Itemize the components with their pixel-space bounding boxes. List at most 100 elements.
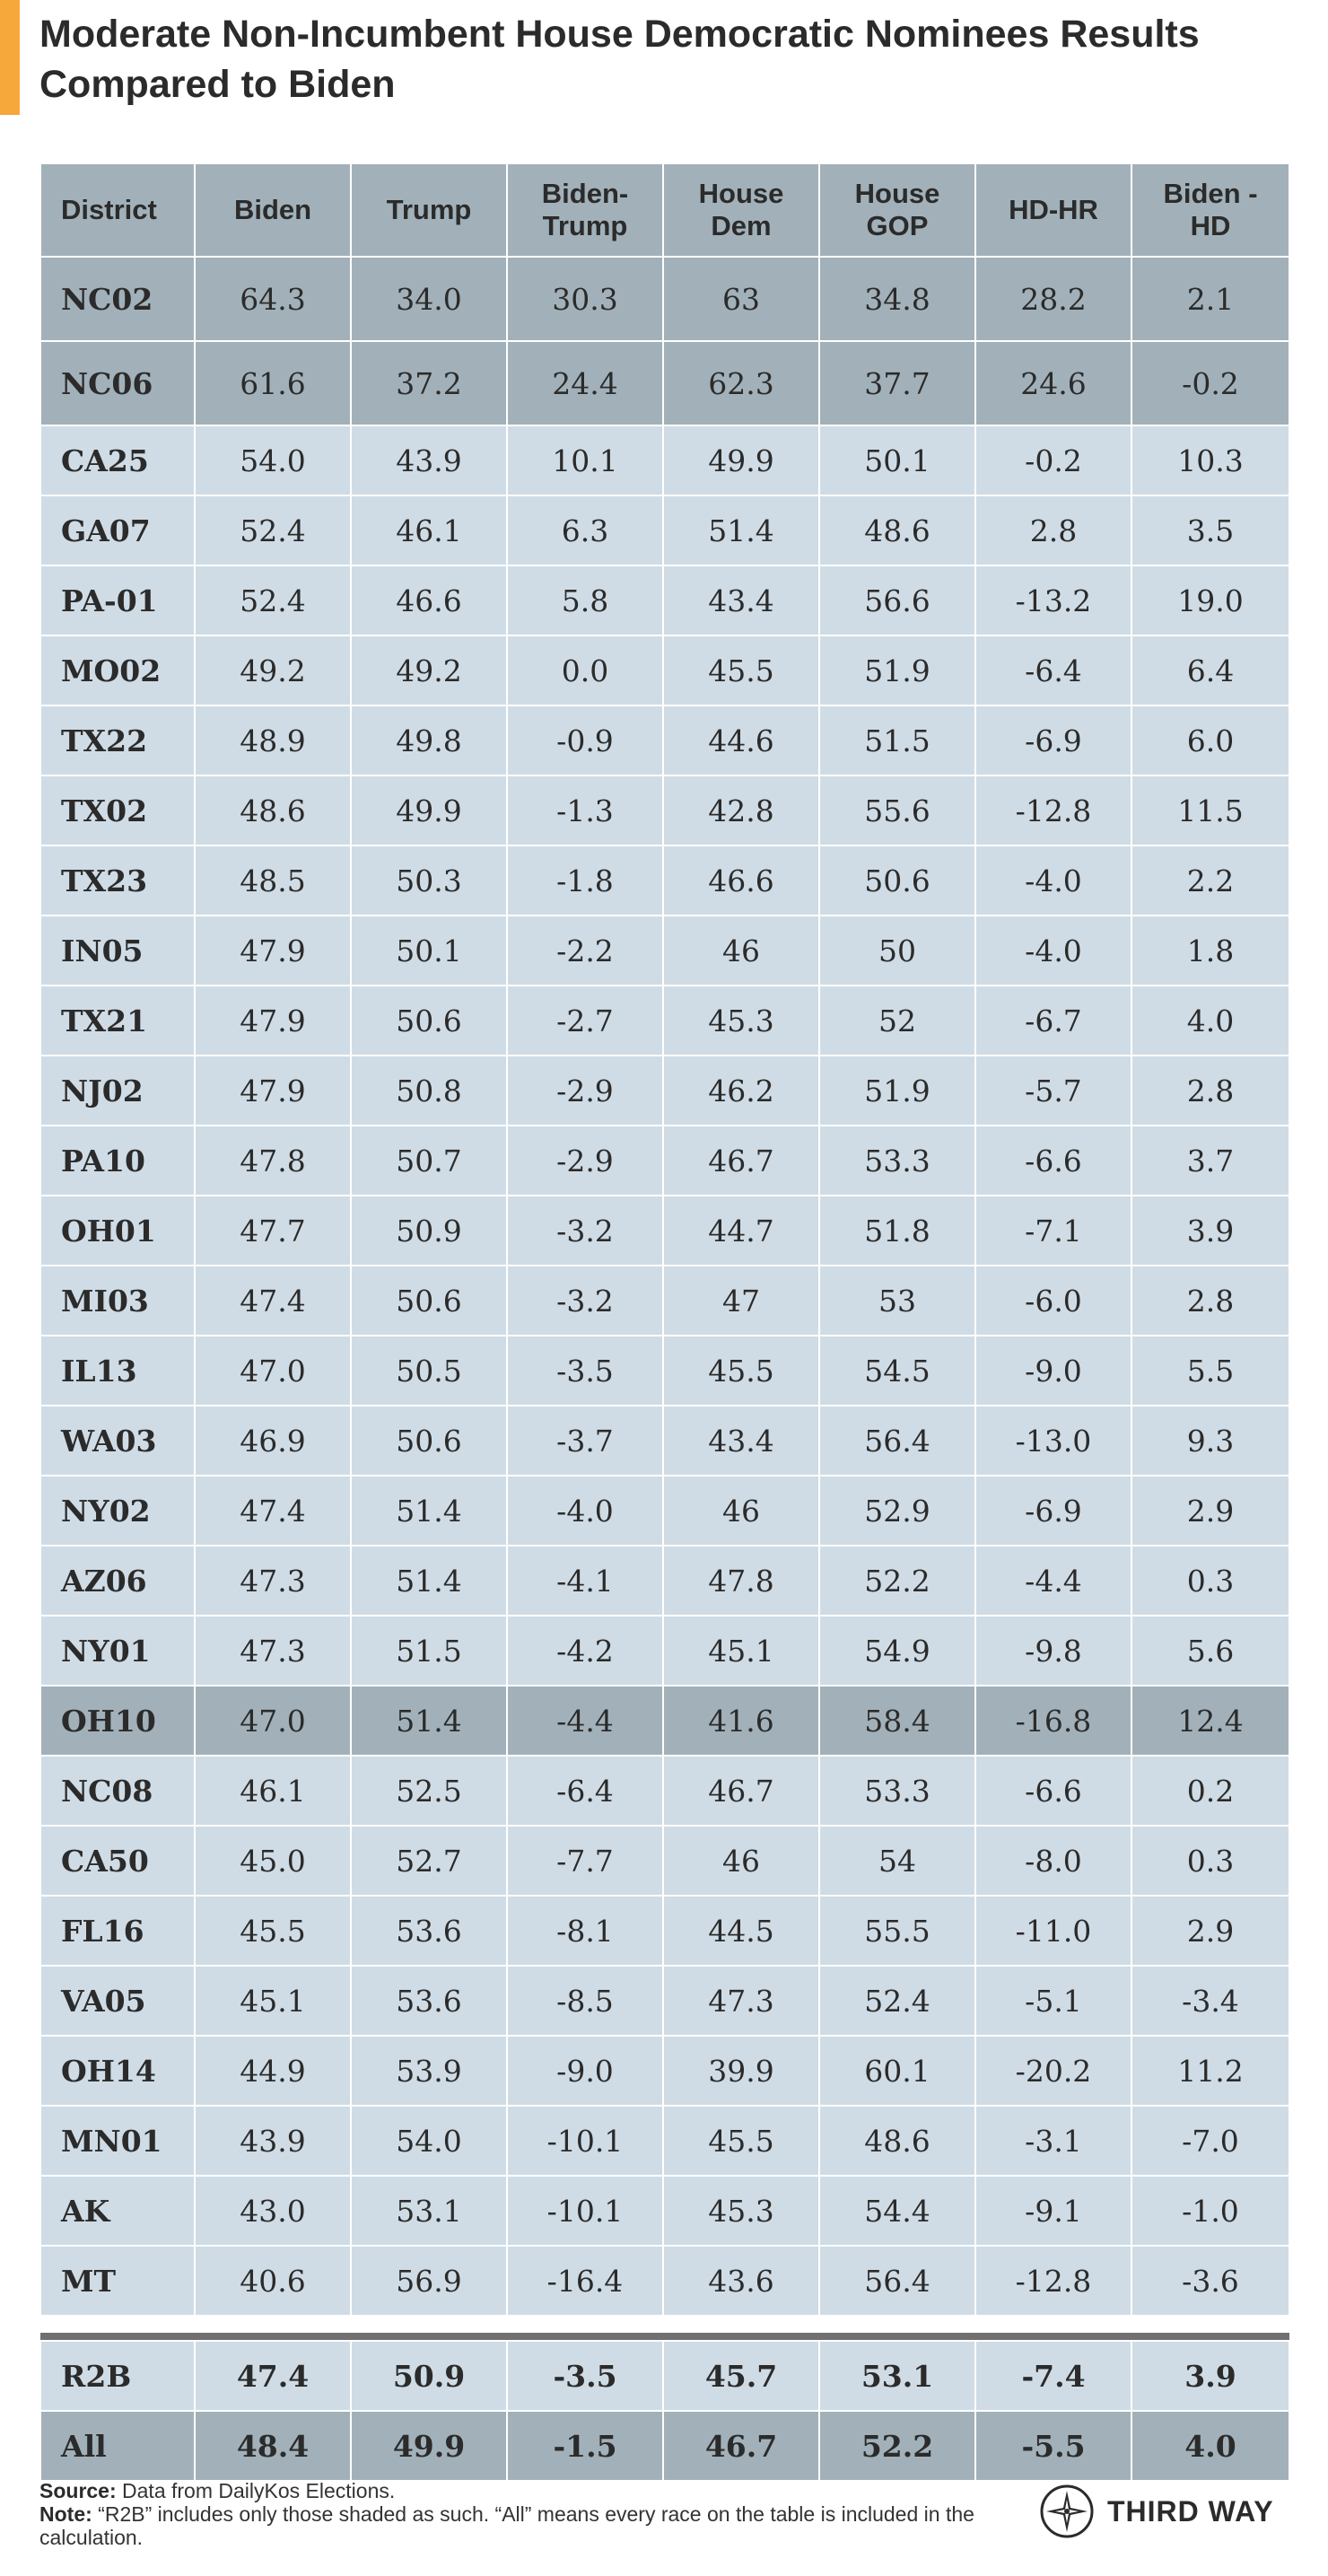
value-cell: 52.7 <box>350 1825 508 1897</box>
value-cell: 34.0 <box>350 256 508 342</box>
value-cell: 51.4 <box>662 495 820 566</box>
table-summary: R2B 47.4 50.9 -3.5 45.7 53.1 -7.4 3.9 All 48.4 49.… <box>39 2315 1290 2482</box>
summary-value-cell: 53.1 <box>818 2340 976 2412</box>
value-cell: 49.9 <box>662 425 820 496</box>
value-cell: -20.2 <box>974 2035 1132 2107</box>
value-cell: -6.9 <box>974 705 1132 776</box>
district-cell: AZ06 <box>39 1545 196 1617</box>
value-cell: 50.1 <box>350 915 508 986</box>
table-row: CA25 54.0 43.9 10.1 49.9 50.1 -0.2 10.3 <box>39 425 1290 496</box>
table-row: IL13 47.0 50.5 -3.5 45.5 54.5 -9.0 5.5 <box>39 1335 1290 1406</box>
value-cell: 43.4 <box>662 565 820 636</box>
value-cell: 12.4 <box>1131 1685 1290 1757</box>
value-cell: 46.6 <box>350 565 508 636</box>
value-cell: 39.9 <box>662 2035 820 2107</box>
column-header: District <box>39 162 196 258</box>
value-cell: -16.8 <box>974 1685 1132 1757</box>
value-cell: 45.5 <box>662 1335 820 1406</box>
column-header: HD-HR <box>974 162 1132 258</box>
value-cell: 50.6 <box>818 845 976 916</box>
value-cell: -4.0 <box>974 915 1132 986</box>
value-cell: -4.2 <box>506 1615 664 1687</box>
summary-value-cell: -5.5 <box>974 2410 1132 2482</box>
value-cell: 58.4 <box>818 1685 976 1757</box>
value-cell: 52.4 <box>194 565 352 636</box>
value-cell: -9.1 <box>974 2175 1132 2247</box>
summary-value-cell: -3.5 <box>506 2340 664 2412</box>
value-cell: 53.3 <box>818 1755 976 1827</box>
summary-row-r2b: R2B 47.4 50.9 -3.5 45.7 53.1 -7.4 3.9 <box>39 2340 1290 2412</box>
table-row: CA50 45.0 52.7 -7.7 46 54 -8.0 0.3 <box>39 1825 1290 1897</box>
value-cell: 2.2 <box>1131 845 1290 916</box>
summary-value-cell: 49.9 <box>350 2410 508 2482</box>
value-cell: 47.7 <box>194 1195 352 1266</box>
value-cell: 9.3 <box>1131 1405 1290 1476</box>
value-cell: 47.0 <box>194 1335 352 1406</box>
value-cell: 46 <box>662 1825 820 1897</box>
value-cell: 49.2 <box>194 635 352 706</box>
district-cell: NC06 <box>39 340 196 426</box>
value-cell: 46.9 <box>194 1405 352 1476</box>
summary-value-cell: 4.0 <box>1131 2410 1290 2482</box>
value-cell: -5.7 <box>974 1055 1132 1126</box>
value-cell: 47 <box>662 1265 820 1336</box>
table-row: TX21 47.9 50.6 -2.7 45.3 52 -6.7 4.0 <box>39 985 1290 1056</box>
table-row: MN01 43.9 54.0 -10.1 45.5 48.6 -3.1 -7.0 <box>39 2105 1290 2177</box>
value-cell: 51.4 <box>350 1475 508 1546</box>
value-cell: -1.8 <box>506 845 664 916</box>
table-row: WA03 46.9 50.6 -3.7 43.4 56.4 -13.0 9.3 <box>39 1405 1290 1476</box>
value-cell: 51.9 <box>818 635 976 706</box>
value-cell: 53 <box>818 1265 976 1336</box>
value-cell: 0.3 <box>1131 1825 1290 1897</box>
note-label: Note: <box>39 2502 92 2526</box>
value-cell: 53.3 <box>818 1125 976 1196</box>
value-cell: 5.6 <box>1131 1615 1290 1687</box>
value-cell: 48.6 <box>818 2105 976 2177</box>
value-cell: 54.9 <box>818 1615 976 1687</box>
value-cell: -16.4 <box>506 2245 664 2325</box>
table-row: NC06 61.6 37.2 24.4 62.3 37.7 24.6 -0.2 <box>39 340 1290 426</box>
value-cell: 28.2 <box>974 256 1132 342</box>
value-cell: 1.8 <box>1131 915 1290 986</box>
value-cell: 50.9 <box>350 1195 508 1266</box>
value-cell: 54.0 <box>194 425 352 496</box>
value-cell: -8.1 <box>506 1895 664 1967</box>
value-cell: 56.9 <box>350 2245 508 2325</box>
summary-value-cell: -1.5 <box>506 2410 664 2482</box>
value-cell: 48.9 <box>194 705 352 776</box>
value-cell: 0.0 <box>506 635 664 706</box>
value-cell: 6.3 <box>506 495 664 566</box>
value-cell: 5.8 <box>506 565 664 636</box>
value-cell: 54.4 <box>818 2175 976 2247</box>
value-cell: 47.4 <box>194 1475 352 1546</box>
source-line: Source: Data from DailyKos Elections. <box>39 2479 982 2502</box>
table-row: PA-01 52.4 46.6 5.8 43.4 56.6 -13.2 19.0 <box>39 565 1290 636</box>
district-cell: CA50 <box>39 1825 196 1897</box>
column-header: Biden- Trump <box>506 162 664 258</box>
value-cell: -6.6 <box>974 1755 1132 1827</box>
district-cell: TX22 <box>39 705 196 776</box>
value-cell: 46.1 <box>194 1755 352 1827</box>
summary-value-cell: 3.9 <box>1131 2340 1290 2412</box>
value-cell: 63 <box>662 256 820 342</box>
table-row: OH01 47.7 50.9 -3.2 44.7 51.8 -7.1 3.9 <box>39 1195 1290 1266</box>
table-row: OH10 47.0 51.4 -4.4 41.6 58.4 -16.8 12.4 <box>39 1685 1290 1757</box>
district-cell: WA03 <box>39 1405 196 1476</box>
value-cell: 54.0 <box>350 2105 508 2177</box>
district-cell: OH10 <box>39 1685 196 1757</box>
value-cell: -6.0 <box>974 1265 1132 1336</box>
value-cell: 54 <box>818 1825 976 1897</box>
column-header: Trump <box>350 162 508 258</box>
value-cell: 50.7 <box>350 1125 508 1196</box>
value-cell: 55.6 <box>818 775 976 846</box>
table-row: AZ06 47.3 51.4 -4.1 47.8 52.2 -4.4 0.3 <box>39 1545 1290 1617</box>
value-cell: 11.2 <box>1131 2035 1290 2107</box>
summary-label-cell: R2B <box>39 2340 196 2412</box>
district-cell: AK <box>39 2175 196 2247</box>
value-cell: 51.4 <box>350 1685 508 1757</box>
value-cell: 44.9 <box>194 2035 352 2107</box>
value-cell: 43.0 <box>194 2175 352 2247</box>
summary-value-cell: 48.4 <box>194 2410 352 2482</box>
value-cell: 47.8 <box>662 1545 820 1617</box>
value-cell: 47.9 <box>194 915 352 986</box>
